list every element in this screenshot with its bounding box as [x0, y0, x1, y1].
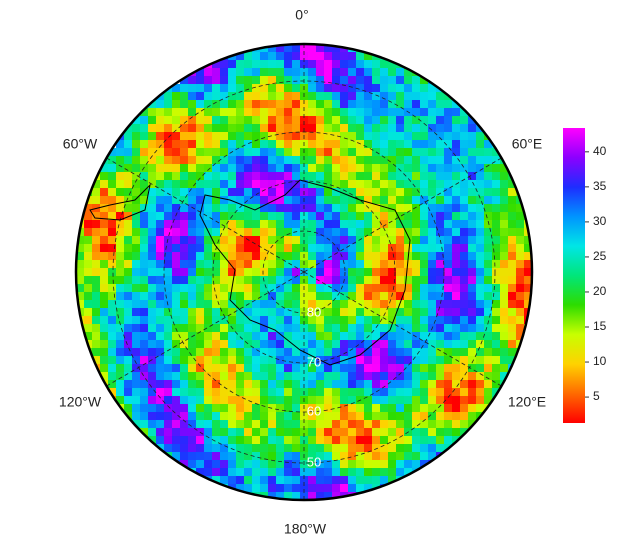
longitude-label: 120°W — [59, 394, 102, 410]
longitude-label: 60°W — [63, 136, 98, 152]
coastline — [89, 183, 151, 221]
colorbar-tick-label: 10 — [593, 354, 607, 368]
colorbar-tick-label: 15 — [593, 319, 607, 333]
latitude-label: 60 — [307, 403, 321, 418]
latitude-label: 80 — [307, 304, 321, 319]
colorbar-tick-label: 35 — [593, 179, 607, 193]
map-border — [74, 42, 534, 502]
latitude-circle — [262, 230, 346, 314]
colorbar — [563, 128, 585, 423]
longitude-label: 0° — [295, 7, 308, 23]
data-field — [76, 44, 532, 500]
colorbar-tick-label: 5 — [593, 389, 600, 403]
colorbar-tick-label: 20 — [593, 284, 607, 298]
longitude-label: 60°E — [512, 136, 543, 152]
longitude-label: 120°E — [508, 394, 546, 410]
meridian — [106, 157, 305, 273]
colorbar-tick-label: 25 — [593, 249, 607, 263]
colorbar-tick-label: 30 — [593, 214, 607, 228]
meridian — [303, 271, 502, 387]
colorbar-tick-label: 40 — [593, 144, 607, 158]
meridian — [303, 157, 502, 273]
longitude-label: 180°W — [284, 521, 327, 537]
coastline — [199, 179, 411, 366]
meridian — [106, 271, 305, 387]
latitude-label: 50 — [307, 454, 321, 469]
latitude-label: 70 — [307, 354, 321, 369]
graticule — [106, 44, 502, 500]
